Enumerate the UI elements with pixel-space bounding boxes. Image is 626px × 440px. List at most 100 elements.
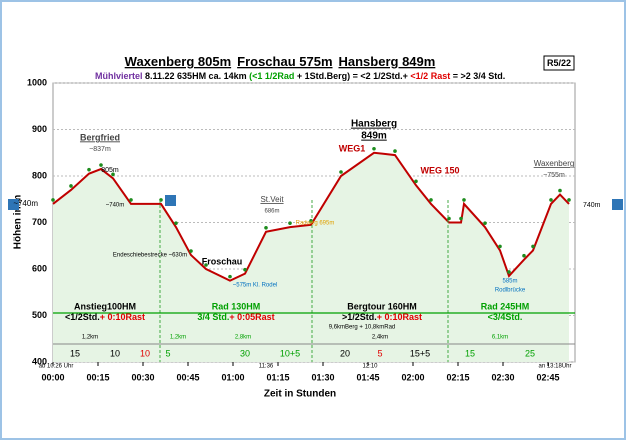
profile-point [429,198,433,202]
section-name: Anstieg100HM [74,301,136,311]
strip-label: 10 [140,348,150,358]
annotation: 12:10 [362,364,378,370]
strip-label: 5 [165,348,170,358]
profile-point [339,170,343,174]
y-tick-label: 600 [32,263,47,273]
annotation: Bergfried [80,132,120,142]
profile-point [243,267,247,272]
y-tick-label: 500 [32,310,47,320]
profile-point [549,198,553,202]
annotation: WEG1 [339,143,366,153]
profile-point [558,188,562,193]
strip-label: 15 [70,348,80,358]
profile-point [459,216,463,221]
title-part: Hansberg 849m [339,54,436,69]
profile-point [228,274,232,279]
parking-icon [612,199,623,210]
area [53,152,569,362]
subtitle-part: <1/2 Rast [410,71,450,81]
annotation: 805m [101,167,119,174]
strip-label: 5 [377,348,382,358]
badge-box [543,55,575,71]
section-time: <3/4Std. [488,312,523,322]
profile-point [462,198,466,202]
annotation: 585m [502,279,517,285]
y-tick-label: 800 [32,170,47,180]
profile-point [69,184,73,188]
badge: R5/22 [547,58,571,68]
profile-point [51,198,55,202]
x-tick-label: 02:45 [536,372,559,382]
subtitle-part: Mühlviertel [95,71,143,81]
annotation: 849m [361,131,387,142]
annotation: 11:36 [259,364,274,370]
annotation: Radweg 695m [296,221,335,227]
annotation: St.Veit [260,195,284,204]
section-time: <1/2Std. [65,312,100,322]
profile-point [498,244,502,249]
profile-point [189,249,193,253]
annotation: 740m [583,202,601,209]
profile-point [531,244,535,249]
parking-icon [165,195,176,206]
x-tick-label: 01:30 [311,372,334,382]
profile-point [393,149,397,153]
strip-label: 30 [240,348,250,358]
annotation: 686m [264,209,279,215]
annotation: Rodlbrücke [495,288,526,294]
profile-point [174,221,178,225]
section-time: 3/4 Std. [197,312,229,322]
profile-point [507,270,511,274]
parking-icon [8,199,19,210]
annotation: Endeschiebestrecke ~630m [113,253,187,259]
annotation: 9,6kmBerg + 10,8kmRad [329,325,396,331]
profile-point [372,146,376,151]
section-rest: + 0:10Rast [100,312,145,322]
subtitle-part: (<1 1/2Rad [249,71,294,81]
profile-point [264,226,268,230]
subtitle-part: = >2 3/4 Std. [450,71,505,81]
y-tick-label: 400 [32,356,47,366]
x-tick-label: 01:15 [266,372,289,382]
annotation: an 13:18Uhr [538,364,571,370]
annotation: ~740m [13,199,38,208]
profile-point [522,253,526,258]
x-tick-label: 02:00 [401,372,424,382]
subtitle: Mühlviertel 8.11.22 635HM ca. 14km (<1 1… [95,71,505,81]
section-time: <3/4Std. [488,312,523,322]
strip-label: 25 [525,348,535,358]
strip-label: 20 [340,348,350,358]
profile-point [414,179,418,184]
x-tick-label: 01:00 [221,372,244,382]
annotation: 2,4km [372,335,388,341]
chart-title: Waxenberg 805m Froschau 575m Hansberg 849m [125,54,436,69]
profile-point [483,221,487,225]
x-tick-label: 00:15 [86,372,109,382]
x-tick-label: 00:00 [41,372,64,382]
y-tick-label: 700 [32,217,47,227]
x-tick-label: 00:45 [176,372,199,382]
annotation: 2,8km [235,335,251,341]
profile-point [288,221,292,225]
title-part: Waxenberg 805m [125,54,231,69]
annotation: ~837m [89,146,111,153]
x-tick-label: 02:30 [491,372,514,382]
x-axis-label: Zeit in Stunden [264,389,336,400]
section-time: <1/2Std.+ 0:10Rast [65,312,145,322]
profile-point [129,198,133,202]
annotation: Froschau [202,256,243,266]
section-time: 3/4 Std.+ 0:05Rast [197,312,274,322]
annotation: ~755m [543,172,565,179]
annotation: ~740m [106,203,125,209]
strip-label: 15+5 [410,348,430,358]
profile-point [87,167,91,172]
title-part: Froschau 575m [237,54,332,69]
section-name: Rad 245HM [481,301,530,311]
x-tick-label: 00:30 [131,372,154,382]
profile-point [204,263,208,267]
profile-point [567,198,571,202]
section-rest: + 0:10Rast [377,312,422,322]
section-name: Bergtour 160HM [347,301,417,311]
annotation: 1,2km [170,335,186,341]
